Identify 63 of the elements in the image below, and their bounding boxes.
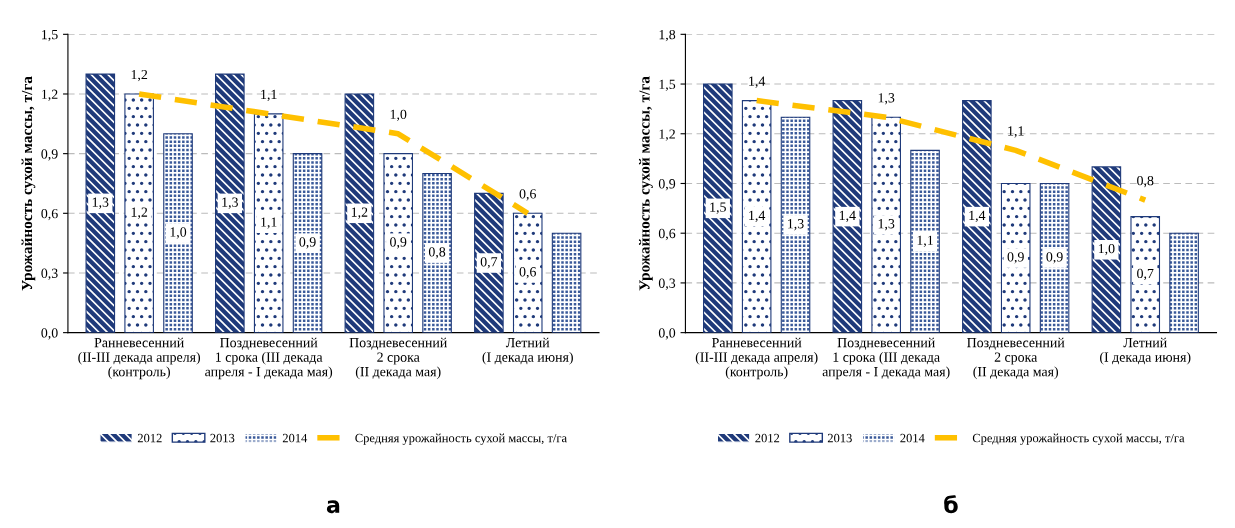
data-label: 1,1 bbox=[261, 89, 277, 102]
data-label: 1,0 bbox=[1098, 243, 1115, 256]
data-label: 0,7 bbox=[480, 257, 498, 269]
data-label: 1,2 bbox=[131, 69, 148, 82]
data-label: 1,2 bbox=[131, 207, 148, 219]
y-tick-label: 1,2 bbox=[42, 89, 58, 101]
y-axis-title: Урожайность сухой массы, т/га bbox=[638, 76, 653, 291]
legend-label: Средняя урожайность сухой массы, т/га bbox=[972, 433, 1185, 445]
data-label: 1,4 bbox=[749, 210, 766, 223]
data-label: 1,4 bbox=[839, 210, 856, 223]
data-label: 1,4 bbox=[969, 210, 986, 223]
x-tick-label: Поздневесенний 2 срока (II декада мая) bbox=[349, 337, 447, 380]
data-label: 1,3 bbox=[878, 219, 895, 231]
legend-label: 2014 bbox=[282, 433, 308, 443]
data-label: 1,0 bbox=[170, 227, 187, 239]
text: а bbox=[326, 500, 340, 514]
data-label: 0,9 bbox=[299, 237, 316, 249]
y-axis-title: Урожайность сухой массы, т/га bbox=[21, 76, 36, 291]
legend-label: 2012 bbox=[755, 433, 780, 443]
data-label: 0,8 bbox=[428, 247, 446, 259]
legend-label: Средняя урожайность сухой массы, т/га bbox=[355, 433, 567, 445]
y-tick-label: 1,2 bbox=[659, 129, 675, 141]
y-tick-label: 0,9 bbox=[41, 149, 58, 161]
y-tick-label: 0,6 bbox=[658, 228, 676, 241]
data-label: 1,1 bbox=[1008, 126, 1024, 138]
x-tick-label: Поздневесенний 1 срока (III декада апреля - I декада мая) bbox=[205, 337, 333, 380]
y-tick-label: 0,3 bbox=[41, 268, 58, 280]
data-label: 1,3 bbox=[222, 197, 238, 209]
x-tick-label: Поздневесенний 2 срока (II декада мая) bbox=[967, 337, 1065, 380]
y-tick-label: 1,5 bbox=[42, 29, 58, 42]
y-tick-label: 0,0 bbox=[658, 328, 676, 340]
data-label: 0,8 bbox=[1137, 175, 1154, 188]
x-tick-label: Летний (I декада июня) bbox=[1100, 337, 1191, 365]
y-tick-label: 1,5 bbox=[659, 79, 676, 91]
y-tick-label: 0,6 bbox=[41, 208, 58, 221]
y-tick-label: 1,8 bbox=[659, 29, 676, 42]
data-label: 0,9 bbox=[390, 237, 407, 249]
data-label: 1,1 bbox=[917, 235, 933, 247]
data-label: 0,6 bbox=[519, 267, 536, 279]
text: б bbox=[944, 495, 958, 514]
legend-label: 2012 bbox=[137, 433, 162, 443]
legend-label: 2014 bbox=[900, 433, 925, 443]
y-tick-label: 0,0 bbox=[41, 328, 58, 340]
legend-label: 2013 bbox=[210, 433, 235, 443]
y-tick-label: 0,3 bbox=[658, 278, 676, 290]
data-label: 1,3 bbox=[92, 197, 109, 209]
x-tick-label: Летний (I декада июня) bbox=[482, 337, 573, 365]
legend-label: 2013 bbox=[827, 433, 852, 443]
y-tick-label: 0,9 bbox=[658, 179, 676, 191]
data-label: 1,0 bbox=[390, 109, 407, 121]
data-label: 0,9 bbox=[1007, 252, 1024, 264]
data-label: 1,2 bbox=[351, 207, 368, 219]
data-label: 0,7 bbox=[1137, 268, 1154, 281]
data-label: 1,1 bbox=[261, 217, 277, 229]
x-tick-label: Ранневесенний (II-III декада апреля) (контроль) bbox=[78, 337, 201, 380]
data-label: 1,3 bbox=[878, 93, 895, 105]
data-label: 1,5 bbox=[710, 202, 726, 214]
x-tick-label: Ранневесенний (II-III декада апреля) (контроль) bbox=[695, 337, 818, 380]
data-label: 0,9 bbox=[1046, 252, 1063, 264]
data-label: 1,4 bbox=[749, 76, 766, 88]
x-tick-label: Поздневесенний 1 срока (III декада апреля - I декада мая) bbox=[822, 337, 950, 380]
data-label: 0,6 bbox=[519, 189, 536, 201]
data-label: 1,3 bbox=[788, 219, 804, 231]
